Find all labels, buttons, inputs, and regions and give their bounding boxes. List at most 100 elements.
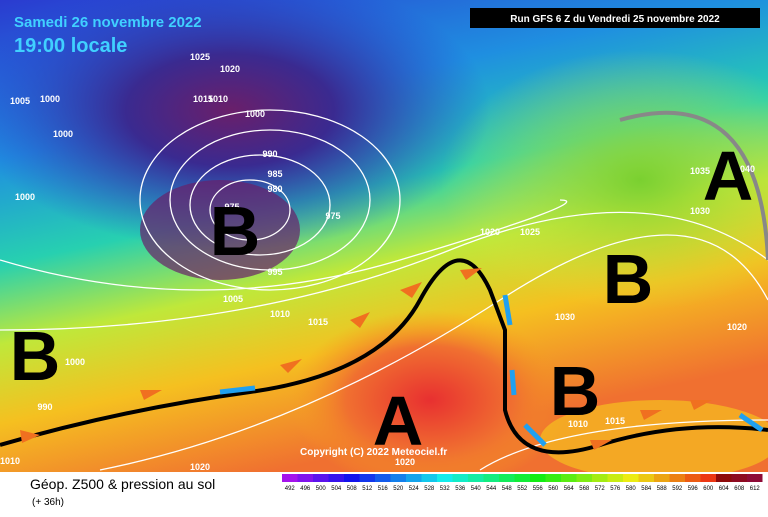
scale-label: 608 (734, 486, 745, 492)
scale-cell (483, 474, 499, 482)
pressure-system: B (210, 192, 261, 270)
isobar-label: 1000 (65, 357, 85, 367)
front-arrows (20, 268, 712, 450)
scale-label: 560 (548, 486, 559, 492)
scale-cell (437, 474, 453, 482)
scale-cell (328, 474, 344, 482)
isobar-label: 985 (267, 169, 282, 179)
scale-cell (375, 474, 391, 482)
scale-cell (592, 474, 608, 482)
pressure-system: B (603, 240, 654, 318)
scale-label: 564 (564, 486, 575, 492)
scale-cell (623, 474, 639, 482)
scale-cell (406, 474, 422, 482)
scale-label: 504 (331, 486, 342, 492)
isobar-label: 1000 (15, 192, 35, 202)
scale-label: 540 (471, 486, 482, 492)
isobar-label: 1010 (0, 456, 20, 466)
scale-cell (344, 474, 360, 482)
scale-cell (747, 474, 763, 482)
scale-label: 544 (486, 486, 497, 492)
isobar-label: 975 (325, 211, 340, 221)
scale-label: 604 (719, 486, 730, 492)
scale-cell (731, 474, 747, 482)
isobar-label: 995 (267, 267, 282, 277)
scale-cell (359, 474, 375, 482)
scale-cell (297, 474, 313, 482)
scale-label: 584 (641, 486, 652, 492)
isobar-label: 1010 (568, 419, 588, 429)
scale-label: 596 (688, 486, 699, 492)
scale-label: 612 (750, 486, 761, 492)
isobar-label: 1005 (223, 294, 243, 304)
scale-cell (390, 474, 406, 482)
scale-cell (313, 474, 329, 482)
scale-label: 492 (285, 486, 296, 492)
isobar-label: 1020 (190, 462, 210, 472)
isobar-label: 1015 (308, 317, 328, 327)
flow-arrows (219, 294, 764, 447)
scale-cell (499, 474, 515, 482)
isobar-label: 1010 (270, 309, 290, 319)
scale-cell (607, 474, 623, 482)
pressure-system: B (550, 352, 601, 430)
isobar-label: 990 (262, 149, 277, 159)
isobar-label: 1030 (555, 312, 575, 322)
scale-label: 572 (595, 486, 606, 492)
isobar-label: 1010 (208, 94, 228, 104)
scale-cell (576, 474, 592, 482)
scale-cell (716, 474, 732, 482)
scale-cell (468, 474, 484, 482)
scale-label: 548 (502, 486, 513, 492)
isobar-label: 1005 (10, 96, 30, 106)
scale-cell (654, 474, 670, 482)
isobar-label: 1025 (190, 52, 210, 62)
front (0, 258, 768, 455)
scale-label: 500 (316, 486, 327, 492)
isobar-label: 1020 (480, 227, 500, 237)
run: Run GFS 6 Z du Vendredi 25 novembre 2022 (510, 14, 720, 25)
scale-label: 532 (440, 486, 451, 492)
scale-label: 568 (579, 486, 590, 492)
scale-cell (669, 474, 685, 482)
isobar-label: 1020 (220, 64, 240, 74)
isobar-label: 1025 (520, 227, 540, 237)
scale-label: 496 (300, 486, 311, 492)
scale-label: 552 (517, 486, 528, 492)
scale-cell (561, 474, 577, 482)
copyright: Copyright (C) 2022 Meteociel.fr (300, 447, 447, 458)
scale-cell (700, 474, 716, 482)
scale-cell (545, 474, 561, 482)
isobar-label: 1015 (605, 416, 625, 426)
isobar-label: 990 (37, 402, 52, 412)
pressure-system: B (10, 317, 61, 395)
time: 19:00 locale (14, 35, 127, 57)
pressure-system: A (373, 382, 424, 460)
isobar-label: 1000 (245, 109, 265, 119)
scale-cell (421, 474, 437, 482)
isobar-label: 1020 (395, 457, 415, 467)
scale-label: 600 (703, 486, 714, 492)
scale-cell (530, 474, 546, 482)
scale-label: 528 (424, 486, 435, 492)
scale-cell (685, 474, 701, 482)
scale-cell (452, 474, 468, 482)
footer-lead: (+ 36h) (32, 497, 64, 508)
color-scale: 492 496 500 504 508 512 516 520 524 528 532 536 540 5… (282, 474, 763, 492)
scale-cell (638, 474, 654, 482)
scale-label: 588 (657, 486, 668, 492)
isobar-label: 1035 (690, 166, 710, 176)
run-box (470, 8, 760, 28)
isobar-label: 1000 (40, 94, 60, 104)
isobar-label: 975 (224, 202, 239, 212)
isobar-label: 1020 (727, 322, 747, 332)
scale-label: 592 (672, 486, 683, 492)
isobar-label: 1015 (193, 94, 213, 104)
scale-label: 512 (362, 486, 373, 492)
date: Samedi 26 novembre 2022 (14, 14, 202, 31)
isobar-label: 980 (267, 184, 282, 194)
footer-title: Géop. Z500 & pression au sol (30, 476, 215, 492)
